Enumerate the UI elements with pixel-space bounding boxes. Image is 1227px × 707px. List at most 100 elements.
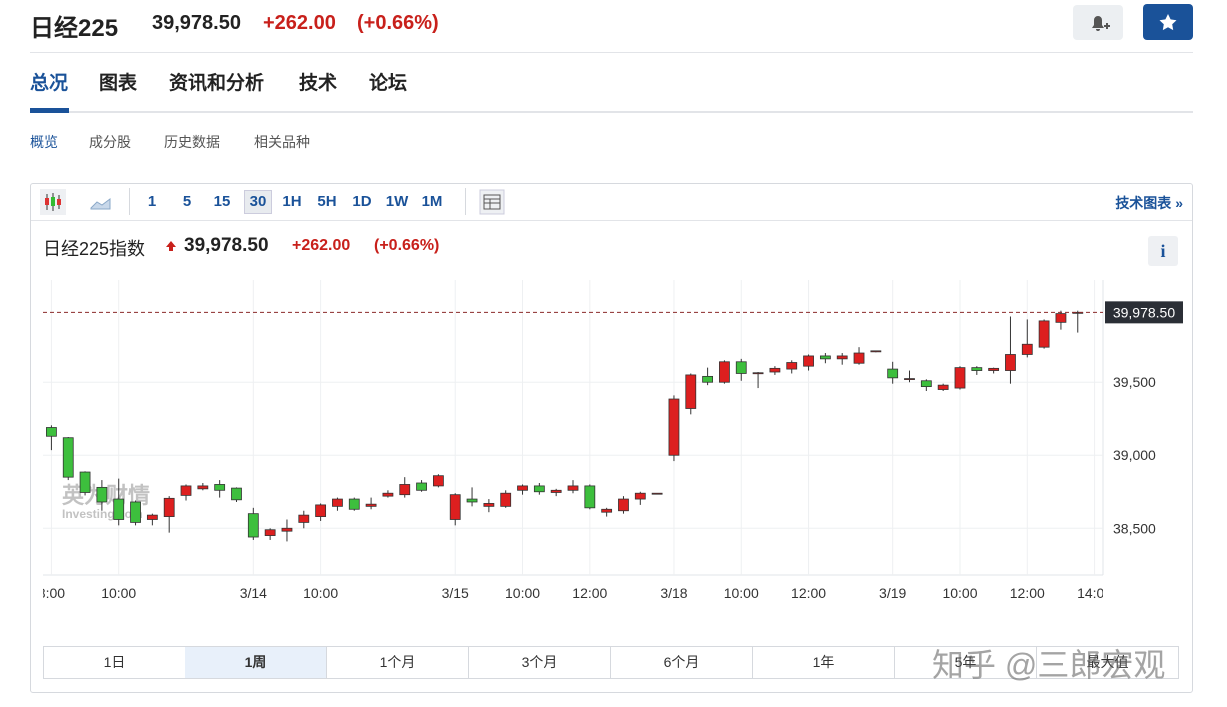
candle-body xyxy=(500,492,512,507)
subtab[interactable]: 相关品种 xyxy=(254,134,310,150)
change-pct: (+0.66%) xyxy=(357,12,439,34)
range-button[interactable]: 5年 xyxy=(895,646,1037,679)
candle-body xyxy=(533,485,545,493)
tab[interactable]: 资讯和分析 xyxy=(169,73,265,94)
candle-body xyxy=(702,375,714,383)
x-axis: 8:00 10:00 3/14 10:00 3/15 10:00 12:00 3/18 10:0… xyxy=(43,280,1103,601)
candle-body xyxy=(146,514,158,520)
candle-body xyxy=(685,374,697,409)
range-button[interactable]: 1周 xyxy=(185,646,327,679)
interval[interactable]: 1M xyxy=(421,193,443,210)
chart-change: +262.00 xyxy=(292,237,351,254)
tab[interactable]: 图表 xyxy=(99,73,138,94)
candle-body xyxy=(214,484,226,491)
range-button[interactable]: 1个月 xyxy=(327,646,469,679)
candle-body xyxy=(651,492,663,495)
candle-body xyxy=(904,378,915,380)
y-tick-label: 38,500 xyxy=(1113,520,1156,536)
candle-body xyxy=(803,355,814,367)
candle-body xyxy=(180,485,192,496)
tab-underline xyxy=(30,108,69,113)
title: 日经225 xyxy=(30,15,119,42)
alert-button[interactable] xyxy=(1073,5,1123,40)
candle-body xyxy=(853,352,865,364)
candle-body xyxy=(315,504,327,517)
subtab[interactable]: 历史数据 xyxy=(164,134,220,150)
separator xyxy=(129,188,130,215)
candle-body xyxy=(96,486,108,503)
x-tick-label: 3/19 xyxy=(879,585,906,601)
candle-body xyxy=(62,437,74,478)
candle-body xyxy=(416,482,427,491)
price: 39,978.50 xyxy=(152,12,241,34)
table-icon[interactable] xyxy=(479,189,505,215)
tech-chart-link[interactable]: 技术图表 » xyxy=(1115,195,1183,211)
chart-type-icons[interactable] xyxy=(40,189,130,215)
candle-body xyxy=(432,475,444,487)
candle-body xyxy=(483,503,495,507)
candle-body xyxy=(601,508,613,513)
tab[interactable]: 总况 xyxy=(30,73,69,94)
candle-body xyxy=(79,471,91,493)
watermark: 知乎 @三郎宏观 xyxy=(932,647,1166,683)
x-tick-label: 3/18 xyxy=(660,585,687,601)
watchlist-button[interactable] xyxy=(1143,4,1193,40)
candle-body xyxy=(281,527,293,532)
change: +262.00 xyxy=(263,12,336,34)
interval[interactable]: 15 xyxy=(213,193,231,210)
interval[interactable]: 5H xyxy=(317,193,337,210)
star-icon xyxy=(1159,14,1177,31)
range-button[interactable]: 最大值 xyxy=(1037,646,1179,679)
x-tick-label: 12:00 xyxy=(791,585,826,601)
candle-body xyxy=(870,350,882,353)
candle-body xyxy=(449,494,461,520)
tab[interactable]: 技术 xyxy=(299,73,338,94)
interval[interactable]: 1D xyxy=(352,193,372,210)
candle-body xyxy=(231,487,242,501)
candle-body xyxy=(247,513,259,538)
candle-body xyxy=(1038,320,1050,348)
candle-body xyxy=(634,492,646,500)
candle-body xyxy=(163,497,175,517)
candle-body xyxy=(954,367,966,389)
last-price-label: 39,978.50 xyxy=(1113,304,1175,320)
x-tick-label: 10:00 xyxy=(724,585,759,601)
range-button[interactable]: 3个月 xyxy=(469,646,611,679)
interval[interactable]: 30 xyxy=(244,190,272,214)
interval[interactable]: 5 xyxy=(182,193,192,210)
candle-body xyxy=(1055,313,1067,323)
candle-body xyxy=(113,498,125,520)
toolbar-rule xyxy=(31,220,1192,221)
subtab[interactable]: 概览 xyxy=(30,134,58,150)
candle-body xyxy=(988,367,1000,371)
interval[interactable]: 1 xyxy=(147,193,157,210)
subtab[interactable]: 成分股 xyxy=(89,134,131,150)
last-price-box xyxy=(1105,301,1183,324)
y-tick-label: 39,500 xyxy=(1113,374,1156,390)
range-button[interactable]: 1日 xyxy=(43,646,186,679)
x-tick-label: 3/14 xyxy=(240,585,267,601)
candle-body xyxy=(399,484,411,496)
tab[interactable]: 论坛 xyxy=(369,73,408,94)
candle-body xyxy=(836,355,848,360)
chart-box xyxy=(30,183,1193,693)
candle-body xyxy=(584,485,596,509)
candle-body xyxy=(769,367,781,373)
x-tick-label: 12:00 xyxy=(1010,585,1045,601)
candle-body xyxy=(887,368,899,379)
x-tick-label: 10:00 xyxy=(303,585,338,601)
candle-body xyxy=(668,398,680,456)
x-tick-label: 10:00 xyxy=(101,585,136,601)
range-button[interactable]: 6个月 xyxy=(611,646,753,679)
interval[interactable]: 1W xyxy=(385,193,409,210)
range-button[interactable]: 1年 xyxy=(753,646,895,679)
candle-body xyxy=(920,380,932,388)
candle-body xyxy=(298,514,310,523)
bell-icon xyxy=(1092,16,1110,31)
candle-body xyxy=(550,489,562,493)
info-button[interactable]: i xyxy=(1148,236,1178,266)
candle-body xyxy=(1005,354,1016,371)
interval[interactable]: 1H xyxy=(282,193,302,210)
x-tick-label: 10:00 xyxy=(942,585,977,601)
candle-body xyxy=(382,492,394,497)
